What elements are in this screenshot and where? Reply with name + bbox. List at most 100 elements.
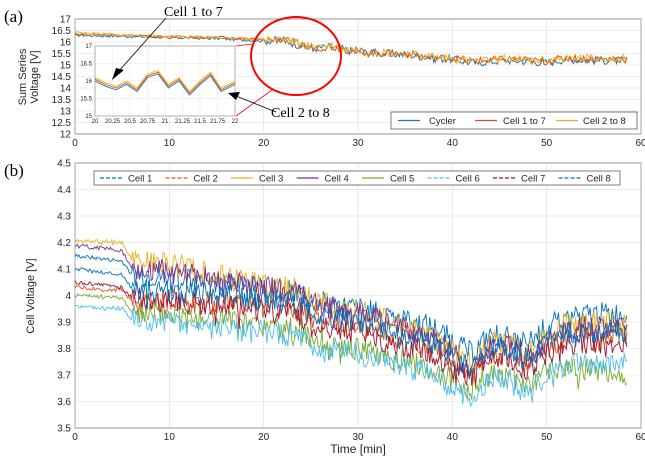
plot-b-xtick-label: 50: [541, 432, 553, 443]
plot-a-xtick-label: 10: [164, 138, 176, 149]
plot-b-series: [74, 238, 628, 408]
legend-a-label-cell2to8: Cell 2 to 8: [583, 116, 626, 127]
plot-b-ytick-label: 3.5: [57, 424, 71, 435]
series-b-cell-8: [74, 267, 628, 379]
plot-a-series: [74, 31, 628, 67]
inset-xtick-label: 21.75: [210, 119, 226, 125]
inset-ytick-label: 16: [85, 79, 92, 85]
inset-series-cell-2-to-8: [94, 69, 236, 93]
inset-plot: 20 20.25 20.5 20.75 21 21.25 21.5 21.75 22 15 15.…: [80, 44, 239, 125]
plot-b-xlabel: Time [min]: [330, 442, 386, 456]
inset-xtick-label: 21.5: [194, 119, 206, 125]
plot-b-xtick-label: 0: [72, 432, 78, 443]
plot-b-ylabel: Cell Voltage [V]: [25, 258, 37, 333]
inset-series-cell-1-to-7: [94, 71, 236, 94]
plot-a-ytick-label: 15: [60, 61, 72, 72]
plot-b-xtick-label: 60: [635, 432, 645, 443]
panel-label-b: (b): [4, 161, 24, 180]
plot-b-xtick-label: 20: [258, 432, 270, 443]
legend-b-label-cell-3: Cell 3: [259, 174, 283, 185]
plot-a-ytick-label: 12: [60, 130, 72, 141]
inset-xtick-label: 21: [162, 119, 169, 125]
annotation-b-arrowhead: [228, 92, 240, 100]
annotation-a-arrowhead: [112, 68, 124, 80]
plot-a-ylabel-line2: Voltage [V]: [29, 50, 41, 103]
plot-b: 0 10 20 30 40 50 60 3.5 3.6 3.7 3.8 3.9 4 4.1 4.2 4.3 4…: [25, 159, 645, 457]
annotation-a-arrow: [117, 17, 167, 73]
inset-ytick-label: 15: [85, 114, 92, 120]
plot-a-ytick-label: 13.5: [52, 95, 72, 106]
inset-xtick-label: 20: [92, 119, 99, 125]
plot-b-ytick-label: 4.3: [57, 212, 71, 223]
plot-b-ytick-label: 4.4: [57, 185, 71, 196]
legend-a-label-cycler: Cycler: [429, 116, 456, 127]
legend-a-box: [390, 111, 638, 130]
inset-xtick-label: 20.75: [140, 119, 156, 125]
highlight-circle: [250, 16, 342, 96]
inset-series-cycler: [94, 73, 236, 96]
plot-a-ytick-label: 15.5: [52, 49, 72, 60]
series-a-cell-2-to-8: [74, 31, 628, 65]
plot-b-ytick-label: 3.9: [57, 318, 71, 329]
plot-a-ytick-label: 17: [60, 15, 72, 26]
legend-b-label-cell-2: Cell 2: [194, 174, 218, 185]
plot-a-xticks: 0 10 20 30 40 50 60: [72, 138, 645, 149]
plot-a-ytick-label: 12.5: [52, 118, 72, 129]
plot-b-ytick-label: 3.6: [57, 397, 71, 408]
inset-yticks: 15 15.5 16 16.5 17: [80, 44, 92, 120]
plot-b-ytick-label: 3.7: [57, 371, 71, 382]
plot-a-ylabel-line1: Sum Series: [17, 48, 29, 105]
legend-a-label-cell1to7: Cell 1 to 7: [503, 116, 546, 127]
inset-xtick-label: 20.5: [124, 119, 136, 125]
plot-a-xtick-label: 20: [258, 138, 270, 149]
legend-b-label-cell-7: Cell 7: [521, 174, 545, 185]
plot-a-xtick-label: 60: [635, 138, 645, 149]
plot-a-legend: Cycler Cell 1 to 7 Cell 2 to 8: [390, 111, 638, 130]
series-b-cell-7: [74, 280, 628, 386]
inset-xtick-label: 21.25: [175, 119, 191, 125]
zoom-line-upper: [235, 43, 253, 47]
legend-b-label-cell-6: Cell 6: [456, 174, 480, 185]
plot-a-xtick-label: 30: [352, 138, 364, 149]
legend-b-label-cell-1: Cell 1: [128, 174, 152, 185]
legend-b-label-cell-8: Cell 8: [587, 174, 611, 185]
inset-xtick-label: 22: [232, 119, 239, 125]
plot-a-ytick-label: 16: [60, 38, 72, 49]
series-b-cell-2: [74, 285, 628, 384]
inset-ytick-label: 15.5: [80, 97, 92, 103]
inset-xtick-label: 20.25: [105, 119, 121, 125]
series-a-cell-1-to-7: [74, 32, 628, 66]
inset-ytick-label: 17: [85, 44, 92, 50]
plot-a-ytick-label: 16.5: [52, 26, 72, 37]
plot-a-ytick-label: 13: [60, 107, 72, 118]
legend-b-box: [93, 170, 621, 186]
plot-b-ytick-label: 4: [65, 291, 71, 302]
series-b-cell-6: [74, 304, 628, 408]
plot-b-xtick-label: 30: [352, 432, 364, 443]
inset-xticks: 20 20.25 20.5 20.75 21 21.25 21.5 21.75 22: [92, 119, 239, 125]
legend-b-label-cell-5: Cell 5: [390, 174, 414, 185]
plot-b-ytick-label: 4.2: [57, 238, 71, 249]
plot-b-ytick-label: 4.5: [57, 159, 71, 170]
plot-a: 0 10 20 30 40 50 60 1212.51313.51414.51515.516…: [17, 5, 645, 149]
plot-b-yticks: 3.5 3.6 3.7 3.8 3.9 4 4.1 4.2 4.3 4.4 4.5: [57, 159, 71, 435]
plot-a-xtick-label: 0: [72, 138, 78, 149]
plot-b-legend: Cell 1 Cell 2 Cell 3 Cell 4 Cell 5 Cell 6 Cell…: [93, 170, 621, 186]
plot-a-xtick-label: 50: [541, 138, 553, 149]
plot-a-xtick-label: 40: [447, 138, 459, 149]
annotation-b-text: Cell 2 to 8: [271, 106, 330, 121]
inset-ytick-label: 16.5: [80, 62, 92, 68]
plot-b-xticks: 0 10 20 30 40 50 60: [72, 432, 645, 443]
plot-b-ytick-label: 4.1: [57, 265, 71, 276]
plot-b-xtick-label: 40: [447, 432, 459, 443]
plot-a-ytick-label: 14.5: [52, 72, 72, 83]
inset-series: [94, 69, 236, 96]
plot-b-ytick-label: 3.8: [57, 344, 71, 355]
annotation-b-arrow: [235, 95, 277, 113]
plot-b-xtick-label: 10: [164, 432, 176, 443]
legend-b-label-cell-4: Cell 4: [325, 174, 349, 185]
plot-a-ytick-label: 14: [60, 84, 72, 95]
panel-label-a: (a): [4, 7, 23, 26]
